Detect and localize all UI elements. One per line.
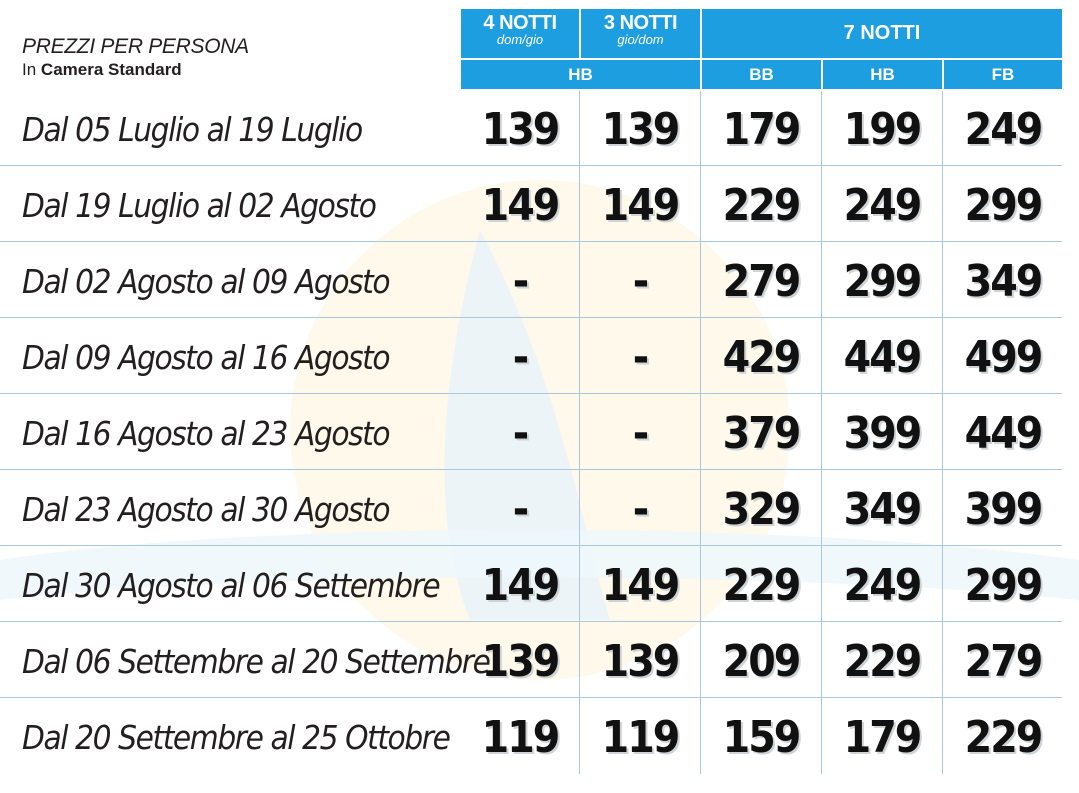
price-7-notti-bb: 229 [722,180,802,231]
header-3-notti-sub: gio/dom [617,32,664,47]
price-4-notti: 139 [481,636,561,687]
caption-prefix: In [22,60,37,79]
price-7-notti-fb: 249 [964,104,1044,155]
header-hb-short: HB [461,60,700,89]
header-4-notti-sub: dom/gio [496,32,544,47]
price-7-notti-bb: 279 [722,256,802,307]
price-4-notti: 149 [481,180,561,231]
price-7-notti-hb: 249 [843,180,923,231]
header-7-notti: 7 NOTTI [702,9,1062,58]
header-bb: BB [702,60,821,89]
table-row: Dal 06 Settembre al 20 Settembre 139 139… [0,624,1079,700]
price-7-notti-bb: 329 [722,484,802,535]
header-hb: HB [823,60,942,89]
price-7-notti-hb: 249 [843,560,923,611]
table-row: Dal 09 Agosto al 16 Agosto - - 429 449 4… [0,320,1079,396]
column-divider [579,91,580,774]
column-divider [942,91,943,774]
row-period: Dal 05 Luglio al 19 Luglio [22,110,363,149]
row-period: Dal 19 Luglio al 02 Agosto [22,186,377,225]
row-period: Dal 16 Agosto al 23 Agosto [22,414,391,453]
header-4-notti-title: 4 NOTTI [483,12,557,34]
price-7-notti-hb: 449 [843,332,923,383]
row-period: Dal 20 Settembre al 25 Ottobre [22,718,451,757]
row-divider [0,469,1062,470]
price-7-notti-bb: 379 [722,408,802,459]
price-7-notti-bb: 209 [722,636,802,687]
header-3-notti: 3 NOTTI gio/dom [581,9,700,58]
price-7-notti-hb: 199 [843,104,923,155]
price-4-notti: 119 [481,712,561,763]
row-period: Dal 06 Settembre al 20 Settembre [22,642,491,681]
price-7-notti-bb: 179 [722,104,802,155]
table-row: Dal 30 Agosto al 06 Settembre 149 149 22… [0,548,1079,624]
price-7-notti-bb: 429 [722,332,802,383]
column-divider [700,91,701,774]
price-7-notti-hb: 229 [843,636,923,687]
price-3-notti: 119 [601,712,681,763]
price-4-notti: - [512,408,529,459]
row-period: Dal 30 Agosto al 06 Settembre [22,566,441,605]
price-caption: PREZZI PER PERSONA In Camera Standard [22,34,249,80]
price-4-notti: 149 [481,560,561,611]
price-3-notti: 139 [601,636,681,687]
price-3-notti: - [632,256,649,307]
price-3-notti: 149 [601,560,681,611]
price-7-notti-fb: 399 [964,484,1044,535]
price-7-notti-bb: 229 [722,560,802,611]
table-row: Dal 05 Luglio al 19 Luglio 139 139 179 1… [0,92,1079,168]
price-4-notti: - [512,332,529,383]
price-7-notti-hb: 179 [843,712,923,763]
table-row: Dal 23 Agosto al 30 Agosto - - 329 349 3… [0,472,1079,548]
table-row: Dal 20 Settembre al 25 Ottobre 119 119 1… [0,700,1079,776]
price-7-notti-hb: 299 [843,256,923,307]
price-7-notti-fb: 299 [964,180,1044,231]
row-divider [0,165,1062,166]
row-divider [0,317,1062,318]
header-4-notti: 4 NOTTI dom/gio [461,9,579,58]
row-period: Dal 02 Agosto al 09 Agosto [22,262,391,301]
caption-room-type: Camera Standard [40,60,182,79]
table-row: Dal 02 Agosto al 09 Agosto - - 279 299 3… [0,244,1079,320]
price-7-notti-hb: 349 [843,484,923,535]
price-4-notti: - [512,256,529,307]
price-3-notti: - [632,484,649,535]
price-3-notti: - [632,332,649,383]
price-3-notti: 139 [601,104,681,155]
header-fb: FB [944,60,1062,89]
table-row: Dal 19 Luglio al 02 Agosto 149 149 229 2… [0,168,1079,244]
price-7-notti-fb: 349 [964,256,1044,307]
price-3-notti: - [632,408,649,459]
row-divider [0,621,1062,622]
caption-subtitle: In Camera Standard [22,60,249,80]
row-period: Dal 23 Agosto al 30 Agosto [22,490,391,529]
row-divider [0,545,1062,546]
price-4-notti: 139 [481,104,561,155]
row-divider [0,697,1062,698]
caption-title: PREZZI PER PERSONA [22,35,249,58]
table-row: Dal 16 Agosto al 23 Agosto - - 379 399 4… [0,396,1079,472]
row-divider [0,241,1062,242]
header-3-notti-title: 3 NOTTI [603,12,678,34]
price-4-notti: - [512,484,529,535]
price-7-notti-fb: 449 [964,408,1044,459]
price-3-notti: 149 [601,180,681,231]
price-7-notti-fb: 499 [964,332,1044,383]
price-7-notti-fb: 229 [964,712,1044,763]
price-7-notti-fb: 279 [964,636,1044,687]
price-7-notti-hb: 399 [843,408,923,459]
row-divider [0,393,1062,394]
price-7-notti-bb: 159 [722,712,802,763]
row-period: Dal 09 Agosto al 16 Agosto [22,338,391,377]
column-divider [821,91,822,774]
price-7-notti-fb: 299 [964,560,1044,611]
